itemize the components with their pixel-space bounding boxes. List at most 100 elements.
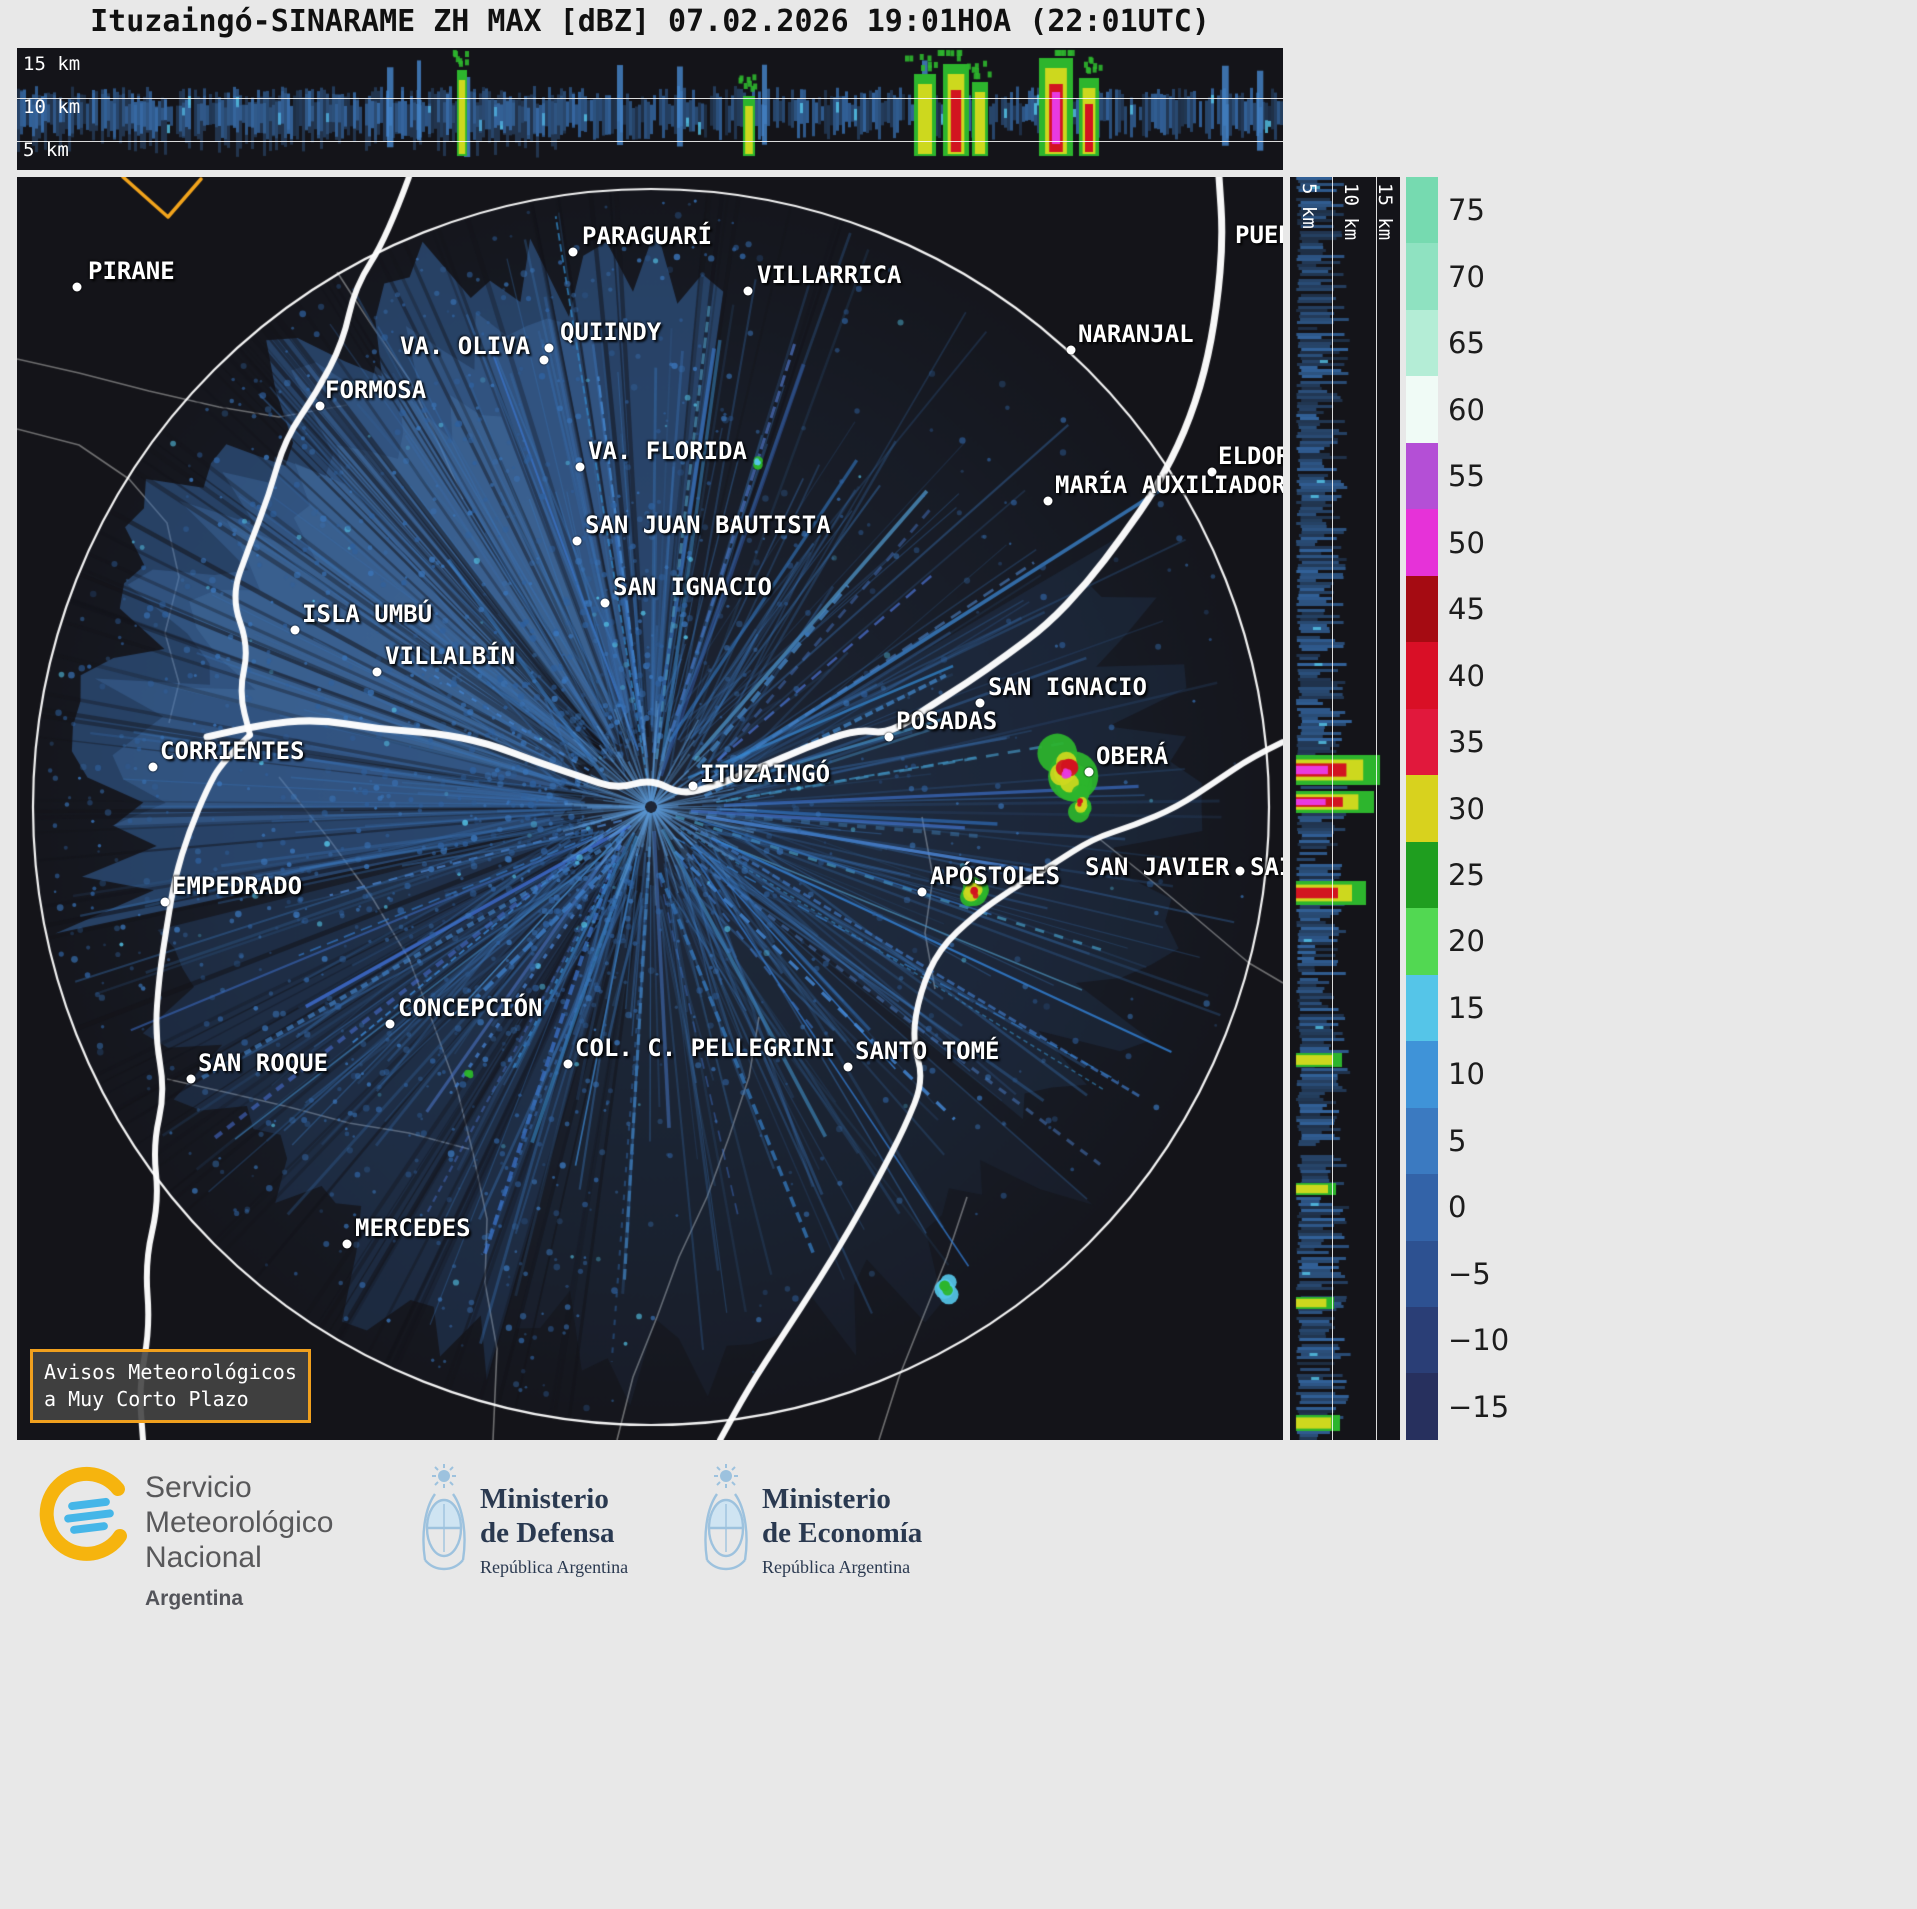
city-dot <box>539 355 549 365</box>
defensa-line-2: de Defensa <box>480 1517 615 1549</box>
radar-plan-view-canvas <box>17 177 1283 1440</box>
city-dot <box>342 1239 352 1249</box>
colorbar-segment <box>1406 309 1438 377</box>
city-dot <box>1066 345 1076 355</box>
altitude-label-5km: 5 km <box>23 139 69 161</box>
city-label: EMPEDRADO <box>172 872 303 900</box>
city-label: SAN JAVIER <box>1085 853 1230 881</box>
city-label: APÓSTOLES <box>930 862 1061 890</box>
city-label: PIRANE <box>88 257 175 285</box>
colorbar-segment <box>1406 1041 1438 1108</box>
gridline-5km-vertical <box>1332 177 1333 1440</box>
economia-line-1: Ministerio <box>762 1483 891 1515</box>
smn-logo <box>39 1466 127 1561</box>
colorbar-tick-label: −10 <box>1448 1323 1510 1358</box>
defensa-coat-of-arms <box>422 1464 466 1571</box>
city-label: ITUZAINGÓ <box>700 760 831 788</box>
defensa-line-1: Ministerio <box>480 1483 609 1515</box>
city-dot <box>575 462 585 472</box>
smn-line-3: Nacional <box>145 1541 262 1574</box>
city-label: MARÍA AUXILIADORA <box>1055 471 1283 499</box>
city-label: VILLARRICA <box>757 261 902 289</box>
city-dot <box>1207 467 1217 477</box>
city-dot <box>148 762 158 772</box>
city-dot <box>843 1062 853 1072</box>
city-label: SAN IGNACIO <box>988 673 1147 701</box>
city-label: NARANJAL <box>1078 320 1194 348</box>
product-title: Ituzaingó-SINARAME ZH MAX [dBZ] 07.02.20… <box>90 4 1210 39</box>
ministerio-defensa-wordmark: Ministerio de Defensa República Argentin… <box>480 1482 628 1578</box>
city-label: COL. C. PELLEGRINI <box>575 1034 836 1062</box>
city-dot <box>372 667 382 677</box>
colorbar-segment <box>1406 1373 1438 1440</box>
city-label: QUIINDY <box>560 318 662 346</box>
city-dot <box>743 286 753 296</box>
colorbar-segment <box>1406 1107 1438 1175</box>
colorbar-segment <box>1406 1240 1438 1307</box>
gridline-10km-vertical <box>1376 177 1377 1440</box>
city-dot <box>290 625 300 635</box>
city-label: OBERÁ <box>1096 742 1169 770</box>
city-dot <box>385 1019 395 1029</box>
colorbar-tick-label: 65 <box>1448 326 1485 361</box>
cross-section-top-panel: 15 km 10 km 5 km <box>17 48 1283 170</box>
cross-section-top-canvas <box>17 48 1283 170</box>
radar-plan-view-panel: PIRANE PARAGUARÍ VILLARRICA QUIINDY VA. OLIV… <box>17 177 1283 1440</box>
colorbar-tick-label: 75 <box>1448 193 1485 228</box>
colorbar <box>1406 177 1438 1440</box>
economia-sub: República Argentina <box>762 1557 911 1577</box>
city-dot <box>884 732 894 742</box>
city-label: ISLA UMBÚ <box>302 600 433 628</box>
city-dot <box>544 343 554 353</box>
colorbar-tick-label: 45 <box>1448 592 1485 627</box>
city-label: CORRIENTES <box>160 737 305 765</box>
smn-line-1: Servicio <box>145 1471 252 1504</box>
colorbar-segment <box>1406 908 1438 975</box>
city-label: VILLALBÍN <box>385 642 516 670</box>
colorbar-tick-label: 55 <box>1448 459 1485 494</box>
gridline-5km <box>17 141 1283 142</box>
city-dot <box>600 598 610 608</box>
warning-box: Avisos Meteorológicos a Muy Corto Plazo <box>30 1349 311 1423</box>
colorbar-tick-label: 60 <box>1448 392 1485 427</box>
colorbar-segment <box>1406 376 1438 443</box>
warning-line-1: Avisos Meteorológicos <box>44 1360 297 1384</box>
city-label: CONCEPCIÓN <box>398 994 543 1022</box>
city-label: MERCEDES <box>355 1214 471 1242</box>
smn-country: Argentina <box>145 1587 244 1610</box>
altitude-label-5km-v: 5 km <box>1298 183 1320 229</box>
cross-section-right-panel: 5 km 10 km 15 km <box>1290 177 1400 1440</box>
city-dot <box>917 887 927 897</box>
altitude-label-15km: 15 km <box>23 53 81 75</box>
colorbar-tick-label: 40 <box>1448 658 1485 693</box>
smn-wordmark: Servicio Meteorológico Nacional Argentin… <box>145 1470 333 1616</box>
city-dot <box>1084 767 1094 777</box>
city-dot <box>1235 866 1245 876</box>
city-label: SAN ROQUE <box>198 1049 329 1077</box>
city-dot <box>563 1059 573 1069</box>
city-dot <box>1043 496 1053 506</box>
colorbar-tick-label: −15 <box>1448 1389 1510 1424</box>
colorbar-tick-label: 70 <box>1448 259 1485 294</box>
city-label: VA. FLORIDA <box>588 437 747 465</box>
colorbar-tick-label: 5 <box>1448 1123 1467 1158</box>
city-label: SAN JUAN BAUTISTA <box>585 511 831 539</box>
colorbar-tick-labels: 75 70 65 60 55 50 45 40 35 30 25 20 15 10 5 0 −5 −10 −15 <box>1448 177 1528 1440</box>
colorbar-segment <box>1406 509 1438 576</box>
colorbar-segment <box>1406 442 1438 510</box>
city-label: POSADAS <box>896 707 998 735</box>
altitude-label-10km-v: 10 km <box>1340 183 1362 241</box>
city-dot <box>72 282 82 292</box>
colorbar-tick-label: −5 <box>1448 1256 1491 1291</box>
cross-section-right-canvas <box>1290 177 1400 1440</box>
altitude-label-15km-v: 15 km <box>1374 183 1396 241</box>
gridline-10km <box>17 98 1283 99</box>
colorbar-segment <box>1406 1174 1438 1241</box>
colorbar-segment <box>1406 841 1438 909</box>
smn-line-2: Meteorológico <box>145 1506 334 1539</box>
city-dot <box>975 698 985 708</box>
city-dot <box>688 781 698 791</box>
city-label: ELDORADO <box>1218 442 1283 470</box>
city-dot <box>568 247 578 257</box>
city-label: VA. OLIVA <box>400 332 531 360</box>
